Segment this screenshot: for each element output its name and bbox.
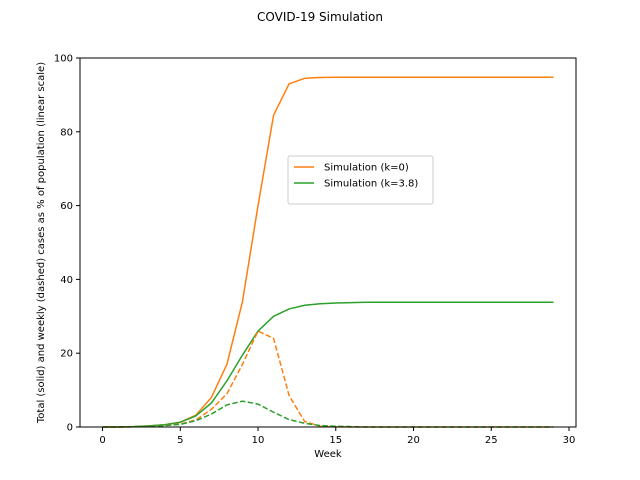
x-tick-label: 30 xyxy=(563,435,576,446)
x-tick-label: 20 xyxy=(407,435,420,446)
x-tick-label: 0 xyxy=(99,435,105,446)
y-tick-label: 40 xyxy=(60,275,73,286)
legend-label: Simulation (k=3.8) xyxy=(324,179,418,190)
chart-title: COVID-19 Simulation xyxy=(257,10,383,24)
y-tick-label: 60 xyxy=(60,201,73,212)
x-tick-label: 10 xyxy=(252,435,265,446)
x-axis-label: Week xyxy=(314,449,342,460)
total-k3-8-line xyxy=(102,301,554,428)
y-tick-label: 20 xyxy=(60,349,73,360)
legend-box xyxy=(287,155,434,205)
ticks: 0 5 10 15 20 25 30 0 20 40 60 80 100 xyxy=(54,54,575,447)
legend: Simulation (k=0) Simulation (k=3.8) xyxy=(287,155,434,205)
axes-frame xyxy=(79,57,577,428)
y-tick-label: 80 xyxy=(60,127,73,138)
legend-label: Simulation (k=0) xyxy=(324,163,409,174)
weekly-k3-8-line xyxy=(102,400,554,428)
x-tick-label: 25 xyxy=(485,435,498,446)
y-axis-label: Total (solid) and weekly (dashed) cases … xyxy=(36,62,47,424)
y-tick-label: 100 xyxy=(54,54,73,65)
x-tick-label: 15 xyxy=(329,435,342,446)
x-tick-label: 5 xyxy=(177,435,183,446)
y-tick-label: 0 xyxy=(67,423,73,434)
